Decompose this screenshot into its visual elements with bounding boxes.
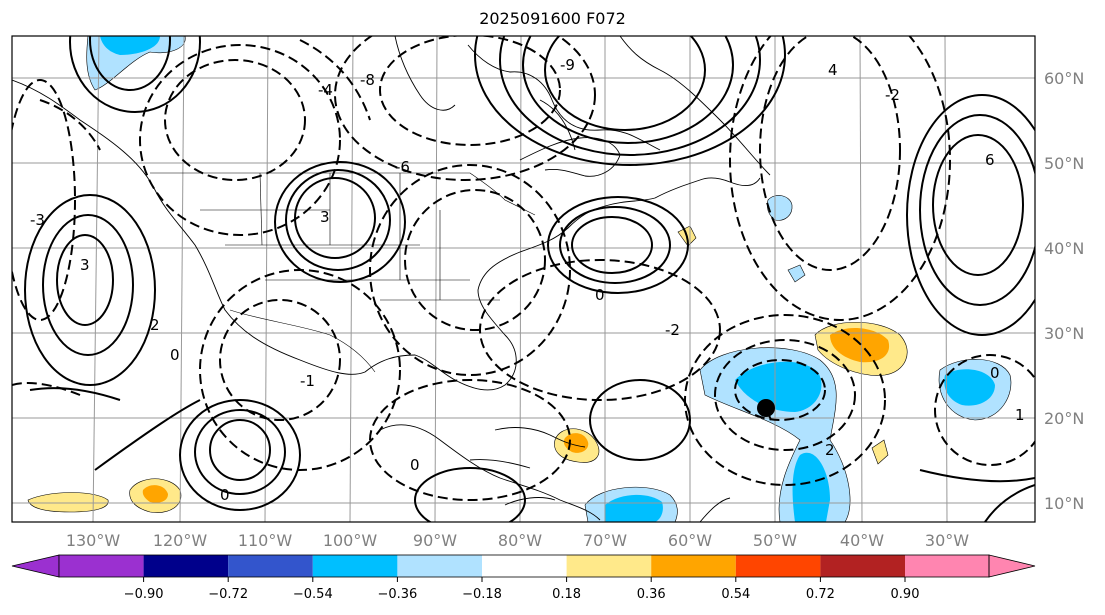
lon-label: 90°W <box>413 531 457 550</box>
contour-label: -4 <box>318 81 333 99</box>
colorbar-segment <box>566 555 652 577</box>
lon-label: 120°W <box>153 531 208 550</box>
lat-label: 30°N <box>1044 324 1084 343</box>
colorbar-segment <box>651 555 736 577</box>
shade-blue-nw-dark <box>100 36 160 55</box>
colorbar-tick-label: 0.90 <box>891 587 920 602</box>
contours-positive <box>24 36 1035 522</box>
shade-blue-dark <box>735 361 822 412</box>
colorbar-segment <box>397 555 482 577</box>
contour-label: -2 <box>885 86 900 104</box>
colorbar: −0.90 −0.72 −0.54 −0.36 −0.18 0.18 0.36 … <box>11 554 1036 602</box>
contour-label: -8 <box>360 71 375 89</box>
lat-label: 60°N <box>1044 69 1084 88</box>
contour-label: 4 <box>828 61 838 79</box>
contour-label: 0 <box>410 456 420 474</box>
shade-yellow-f <box>871 439 889 465</box>
colorbar-extend-low <box>11 554 60 578</box>
colorbar-segment <box>312 555 398 577</box>
lon-label: 50°W <box>753 531 797 550</box>
storm-center-marker <box>757 399 775 421</box>
colorbar-segment <box>820 555 905 577</box>
shade-blue-small-1 <box>766 195 793 221</box>
map-frame <box>11 35 1036 523</box>
contour-label: -9 <box>560 56 575 74</box>
shade-blue-east-dark <box>944 369 995 406</box>
colorbar-tick-label: −0.90 <box>124 587 164 602</box>
shade-orange-c <box>142 485 168 503</box>
colorbar-tick-label: −0.18 <box>462 587 502 602</box>
shade-yellow-d <box>27 492 109 513</box>
colorbar-segment <box>228 555 313 577</box>
colorbar-segment <box>482 555 567 577</box>
lat-label: 10°N <box>1044 494 1084 513</box>
lat-label: 50°N <box>1044 154 1084 173</box>
colorbar-tick-label: 0.36 <box>637 587 666 602</box>
shaded-anomalies <box>27 36 1012 522</box>
contour-label: 0 <box>990 364 1000 382</box>
contour-label: -6 <box>395 158 410 176</box>
latitude-labels: 60°N 50°N 40°N 30°N 20°N 10°N <box>1044 69 1084 513</box>
lon-label: 30°W <box>925 531 969 550</box>
contour-label: -1 <box>300 372 315 390</box>
contour-label: -2 <box>665 321 680 339</box>
contour-label: 2 <box>825 441 835 459</box>
shade-blue-dark-2 <box>792 452 830 522</box>
lat-label: 20°N <box>1044 409 1084 428</box>
shade-blue-small-2 <box>787 264 806 283</box>
shade-orange-a <box>830 327 890 363</box>
lon-label: 60°W <box>668 531 712 550</box>
lon-label: 110°W <box>238 531 293 550</box>
colorbar-tick-label: −0.36 <box>377 587 417 602</box>
contour-label: 3 <box>80 256 90 274</box>
lon-label: 130°W <box>66 531 121 550</box>
longitude-labels: 130°W 120°W 110°W 100°W 90°W 80°W 70°W 6… <box>66 531 969 550</box>
contour-label: 6 <box>985 151 995 169</box>
map-title: 2025091600 F072 <box>479 9 626 28</box>
colorbar-segment <box>143 555 229 577</box>
colorbar-tick-label: −0.72 <box>208 587 248 602</box>
colorbar-tick-label: 0.54 <box>721 587 750 602</box>
colorbar-segment <box>59 555 144 577</box>
contour-label: 2 <box>150 316 160 334</box>
colorbar-segment <box>735 555 821 577</box>
colorbar-tick-label: 0.18 <box>552 587 581 602</box>
shade-blue-south-dark <box>605 494 663 522</box>
contour-label: -3 <box>30 211 45 229</box>
contour-label: 1 <box>1015 406 1025 424</box>
colorbar-tick-label: −0.54 <box>293 587 333 602</box>
lon-label: 40°W <box>840 531 884 550</box>
colorbar-segment <box>905 555 990 577</box>
lon-label: 80°W <box>498 531 542 550</box>
lon-label: 100°W <box>323 531 378 550</box>
lat-label: 40°N <box>1044 239 1084 258</box>
colorbar-extend-high <box>988 554 1036 578</box>
contour-label: 0 <box>170 346 180 364</box>
lon-label: 70°W <box>583 531 627 550</box>
contour-labels: 0 2 -1 3 6 -3 -4 -8 4 -2 -9 1 -6 0 0 2 0… <box>30 56 1025 504</box>
contour-label: 3 <box>320 208 330 226</box>
contour-label: 0 <box>595 286 605 304</box>
colorbar-tick-label: 0.72 <box>806 587 835 602</box>
contours-negative <box>12 36 1035 501</box>
contour-label: 0 <box>220 486 230 504</box>
